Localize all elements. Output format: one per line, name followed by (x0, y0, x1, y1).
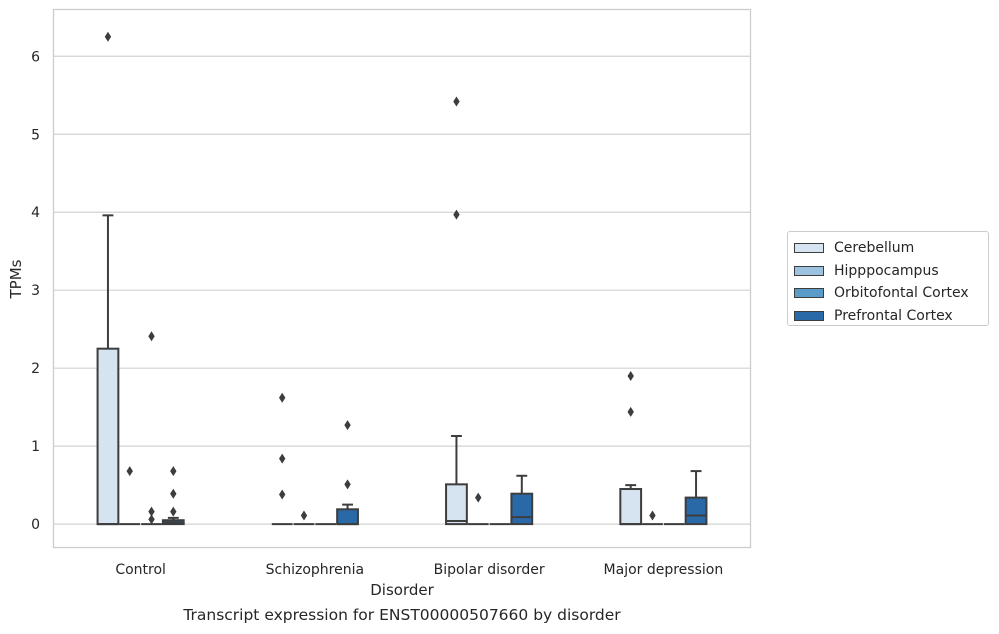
y-tick-label: 0 (31, 517, 40, 533)
box-layer (96, 31, 708, 526)
outlier-point (279, 489, 286, 500)
legend-item-prefrontal-cortex: Prefrontal Cortex (794, 305, 988, 328)
box-group (119, 466, 141, 526)
box-group (467, 492, 489, 526)
box-body (510, 492, 534, 526)
box-group (96, 31, 120, 526)
figure-caption: Transcript expression for ENST0000050766… (183, 606, 621, 624)
box-group (684, 470, 708, 526)
box-body (619, 488, 643, 526)
outlier-point (300, 510, 308, 521)
legend-item-hippocampus: Hipppocampus (794, 260, 988, 283)
x-tick-label: Major depression (604, 562, 724, 578)
outlier-point (453, 209, 460, 220)
legend-label-prefrontal-cortex: Prefrontal Cortex (834, 307, 953, 324)
outlier-point (148, 514, 155, 525)
box-group (445, 96, 468, 526)
outlier-point (627, 370, 634, 381)
box-group (642, 510, 663, 526)
legend-swatch-prefrontal-cortex (794, 310, 824, 321)
y-tick-label: 3 (31, 283, 40, 299)
y-tick-label: 5 (31, 127, 40, 143)
outlier-point (126, 466, 133, 477)
outlier-point (279, 392, 286, 403)
y-tick-label: 6 (31, 49, 40, 65)
grid-layer (53, 55, 751, 525)
outlier-point (148, 331, 155, 342)
box-group (336, 420, 359, 526)
legend-item-orbitofrontal-cortex: Orbitofontal Cortex (794, 282, 988, 305)
outlier-point (475, 492, 482, 503)
legend-label-hippocampus: Hipppocampus (834, 262, 939, 279)
legend-swatch-hippocampus (794, 265, 824, 276)
outlier-point (344, 479, 351, 490)
box-group (293, 510, 315, 526)
outlier-point (104, 31, 112, 42)
y-tick-label: 2 (31, 361, 40, 377)
y-tick-label: 4 (31, 205, 40, 221)
x-tick-label: Control (115, 562, 166, 578)
legend-label-orbitofrontal-cortex: Orbitofontal Cortex (834, 285, 969, 302)
outlier-point (627, 406, 634, 417)
legend: Cerebellum Hipppocampus Orbitofontal Cor… (787, 231, 989, 326)
box-group (510, 474, 534, 526)
legend-item-cerebellum: Cerebellum (794, 237, 988, 260)
x-axis-label: Disorder (370, 581, 434, 599)
outlier-point (148, 506, 155, 517)
box-body (336, 508, 359, 526)
outlier-point (170, 488, 177, 499)
box-body (684, 496, 708, 526)
box-body (96, 347, 120, 526)
box-group (141, 331, 162, 526)
legend-swatch-orbitofrontal-cortex (794, 288, 824, 299)
y-tick-label: 1 (31, 439, 40, 455)
outlier-point (649, 510, 656, 521)
legend-label-cerebellum: Cerebellum (834, 240, 915, 257)
y-tick-labels: 0 1 2 3 4 5 6 (31, 49, 40, 533)
box-group (271, 392, 293, 526)
box-group (161, 466, 185, 526)
legend-swatch-cerebellum (794, 243, 824, 254)
plot-frame (52, 8, 752, 549)
outlier-point (170, 506, 177, 517)
x-tick-label: Schizophrenia (266, 562, 364, 578)
x-tick-label: Bipolar disorder (434, 562, 545, 578)
box-group (619, 370, 643, 526)
outlier-point (170, 466, 177, 477)
outlier-point (279, 453, 286, 464)
outlier-point (344, 420, 351, 431)
outlier-point (453, 96, 460, 107)
x-tick-labels: Control Schizophrenia Bipolar disorder Majo… (115, 562, 723, 578)
box-body (445, 483, 468, 526)
y-axis-label: TPMs (7, 259, 25, 299)
